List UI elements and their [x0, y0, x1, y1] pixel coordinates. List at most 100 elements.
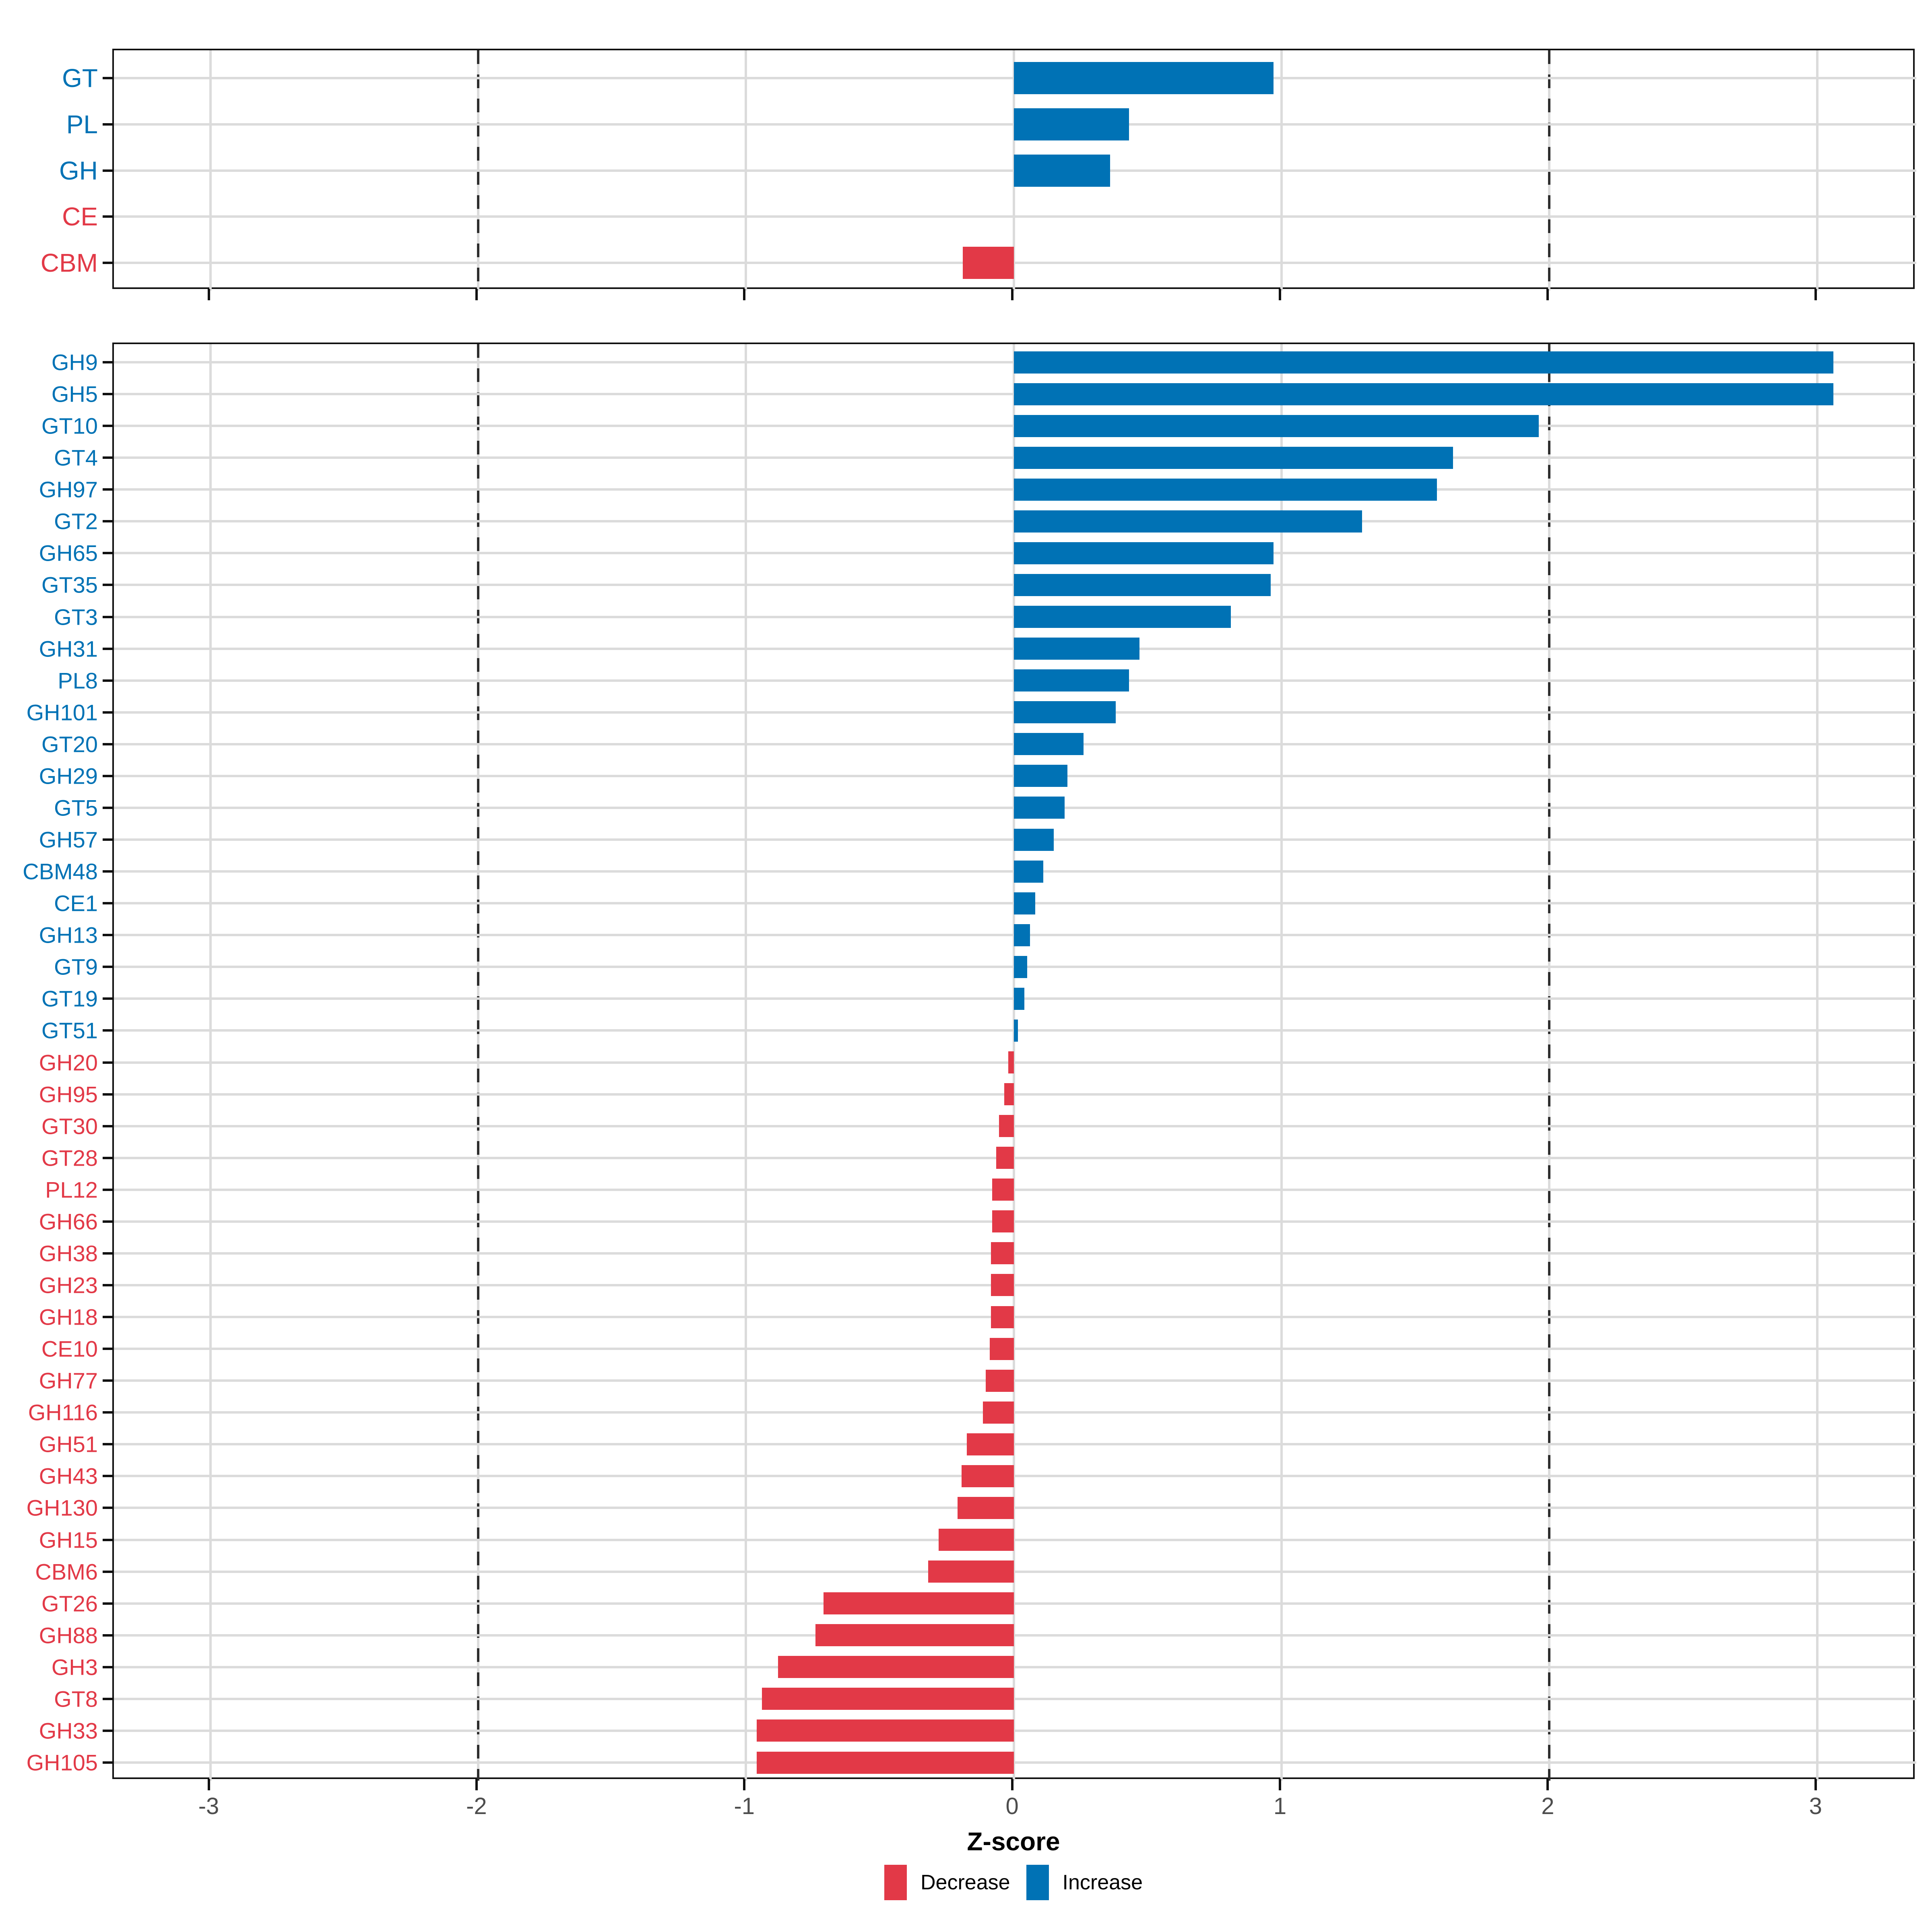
row-gridline: [114, 215, 1916, 218]
row-gridline: [114, 1125, 1916, 1127]
y-axis-tick: [103, 1570, 112, 1573]
y-axis-label-GT4: GT4: [54, 445, 98, 471]
legend-label-decrease: Decrease: [920, 1871, 1010, 1894]
bar-GT8: [762, 1688, 1014, 1710]
y-axis-tick: [103, 934, 112, 937]
bar-GH23: [991, 1274, 1014, 1296]
x-axis-tick: [1546, 1779, 1549, 1790]
x-axis-tick: [1279, 1779, 1282, 1790]
y-axis-label-GH38: GH38: [39, 1241, 98, 1266]
x-tick-label: 0: [1005, 1793, 1019, 1819]
y-axis-tick: [103, 1188, 112, 1191]
y-axis-tick: [103, 1666, 112, 1668]
bar-PL: [1013, 108, 1129, 140]
row-gridline: [114, 1761, 1916, 1764]
bar-GT30: [999, 1115, 1014, 1137]
bar-GT19: [1013, 987, 1025, 1010]
y-axis-label-GH105: GH105: [26, 1750, 98, 1775]
y-axis-label-CBM6: CBM6: [35, 1559, 98, 1585]
y-axis-label-GT20: GT20: [41, 731, 98, 757]
x-tick-label: 3: [1809, 1793, 1822, 1819]
y-axis-tick: [103, 215, 112, 218]
y-axis-tick: [103, 743, 112, 745]
y-axis-tick: [103, 870, 112, 873]
y-axis-label-PL12: PL12: [45, 1177, 98, 1203]
y-axis-label-GT9: GT9: [54, 954, 98, 980]
x-axis-tick: [475, 289, 478, 300]
y-axis-tick: [103, 584, 112, 586]
bar-GT26: [824, 1592, 1014, 1615]
y-axis-tick: [103, 1761, 112, 1764]
row-gridline: [114, 1507, 1916, 1509]
y-axis-label-GH29: GH29: [39, 763, 98, 789]
bar-GT3: [1013, 606, 1231, 628]
y-axis-label-GT: GT: [62, 64, 98, 93]
bar-CBM6: [928, 1560, 1014, 1583]
bar-GH65: [1013, 542, 1274, 564]
row-gridline: [114, 1220, 1916, 1223]
y-axis-tick: [103, 1507, 112, 1509]
y-axis-tick: [103, 1379, 112, 1382]
bar-CBM: [963, 247, 1014, 279]
x-axis-tick: [1546, 289, 1549, 300]
x-tick-label: -1: [734, 1793, 755, 1819]
row-gridline: [114, 1093, 1916, 1096]
y-axis-label-GH95: GH95: [39, 1082, 98, 1107]
x-axis-tick: [1011, 289, 1013, 300]
y-axis-tick: [103, 1348, 112, 1350]
bar-GH97: [1013, 478, 1437, 501]
legend: Decrease Increase: [112, 1864, 1915, 1901]
y-axis-label-GT30: GT30: [41, 1113, 98, 1139]
y-axis-label-GH43: GH43: [39, 1463, 98, 1489]
y-axis-tick: [103, 1729, 112, 1732]
y-axis-tick: [103, 488, 112, 491]
row-gridline: [114, 1666, 1916, 1668]
y-axis-tick: [103, 262, 112, 264]
y-axis-label-GT5: GT5: [54, 795, 98, 821]
y-axis-label-PL8: PL8: [58, 668, 98, 694]
y-axis-label-GT3: GT3: [54, 604, 98, 630]
y-axis-tick: [103, 966, 112, 968]
y-axis-tick: [103, 393, 112, 396]
row-gridline: [114, 1411, 1916, 1414]
y-axis-label-GH31: GH31: [39, 636, 98, 662]
row-gridline: [114, 1443, 1916, 1446]
bar-GH38: [991, 1242, 1014, 1265]
x-axis-tick: [1814, 289, 1817, 300]
y-axis-tick: [103, 679, 112, 682]
row-gridline: [114, 1538, 1916, 1541]
legend-swatch-decrease: [884, 1865, 907, 1900]
y-axis-tick: [103, 1093, 112, 1096]
x-axis-tick: [1011, 1779, 1013, 1790]
y-axis-tick: [103, 1602, 112, 1605]
y-axis-tick: [103, 123, 112, 126]
bar-GH18: [991, 1306, 1014, 1328]
y-axis-label-GT10: GT10: [41, 413, 98, 439]
row-gridline: [114, 1156, 1916, 1159]
y-axis-label-CBM: CBM: [40, 248, 98, 277]
y-axis-tick: [103, 1411, 112, 1414]
y-axis-label-GH65: GH65: [39, 540, 98, 566]
bar-GT28: [996, 1147, 1014, 1169]
legend-swatch-increase: [1026, 1865, 1049, 1900]
bar-GH13: [1013, 924, 1030, 946]
y-axis-tick: [103, 902, 112, 905]
bar-CE10: [989, 1338, 1014, 1360]
y-axis-tick: [103, 1156, 112, 1159]
bar-GH31: [1013, 638, 1140, 660]
summary-panel: GT PL GH CE CBM: [41, 49, 1916, 291]
x-axis-tick: [1814, 1779, 1817, 1790]
y-axis-tick: [103, 77, 112, 79]
y-axis-tick: [103, 1284, 112, 1286]
x-tick-label: -2: [466, 1793, 487, 1819]
bar-GH43: [961, 1465, 1014, 1487]
y-axis-label-GH5: GH5: [51, 381, 98, 407]
bar-GH77: [985, 1369, 1014, 1392]
y-axis-tick: [103, 1634, 112, 1637]
y-axis-label-GH57: GH57: [39, 827, 98, 852]
bar-GH15: [939, 1529, 1014, 1551]
bar-GH130: [957, 1496, 1014, 1519]
y-axis-tick: [103, 1697, 112, 1700]
legend-item-decrease: Decrease: [884, 1865, 1010, 1900]
